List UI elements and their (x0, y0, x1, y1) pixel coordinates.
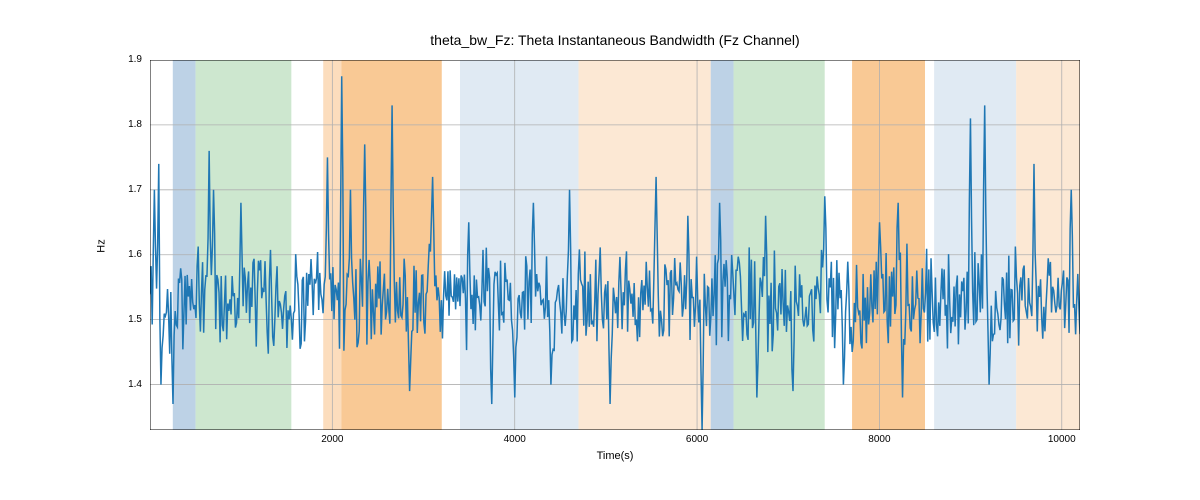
band (460, 60, 579, 430)
x-tick-label: 4000 (495, 434, 535, 445)
y-tick-label: 1.9 (112, 54, 142, 65)
x-tick-label: 2000 (312, 434, 352, 445)
band (579, 60, 711, 430)
x-axis-label: Time(s) (150, 450, 1080, 462)
x-tick-label: 6000 (677, 434, 717, 445)
background-bands (173, 60, 1080, 430)
band (852, 60, 925, 430)
plot-area (150, 60, 1080, 430)
y-axis-label: Hz (96, 239, 108, 252)
y-tick-label: 1.5 (112, 314, 142, 325)
x-tick-label: 10000 (1042, 434, 1082, 445)
band (711, 60, 734, 430)
band (173, 60, 196, 430)
y-tick-label: 1.7 (112, 184, 142, 195)
figure: theta_bw_Fz: Theta Instantaneous Bandwid… (0, 0, 1200, 500)
band (734, 60, 825, 430)
y-tick-label: 1.4 (112, 379, 142, 390)
x-tick-label: 8000 (859, 434, 899, 445)
chart-title: theta_bw_Fz: Theta Instantaneous Bandwid… (150, 32, 1080, 48)
band (934, 60, 1016, 430)
y-tick-label: 1.8 (112, 119, 142, 130)
y-tick-label: 1.6 (112, 249, 142, 260)
